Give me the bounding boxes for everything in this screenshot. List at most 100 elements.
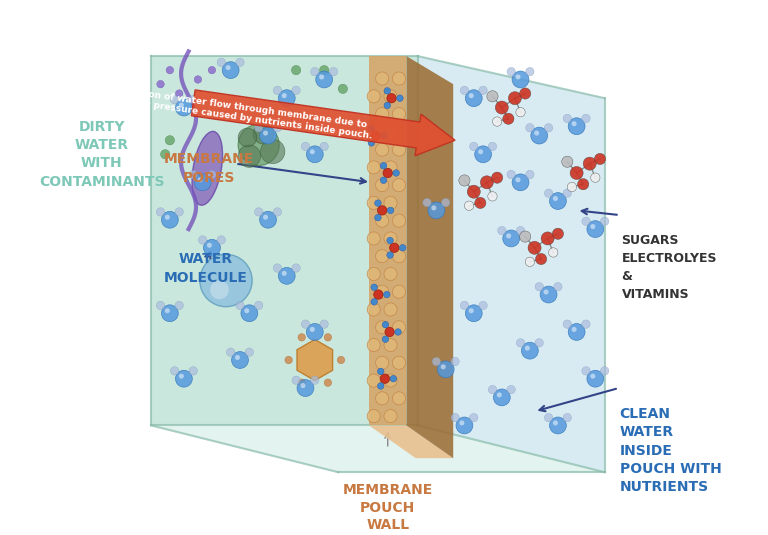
Circle shape [227,348,235,356]
Circle shape [601,366,609,375]
Circle shape [525,257,535,266]
Circle shape [507,67,515,76]
Circle shape [545,189,553,197]
Circle shape [179,103,184,108]
Circle shape [578,179,589,190]
Circle shape [371,299,377,305]
Circle shape [301,320,310,328]
Circle shape [550,417,566,434]
Circle shape [571,121,577,126]
Circle shape [563,320,571,328]
Circle shape [383,169,392,178]
Circle shape [375,215,381,221]
Circle shape [384,90,397,103]
Circle shape [387,252,393,258]
Circle shape [319,65,329,75]
Circle shape [198,236,207,244]
Circle shape [226,65,230,70]
Text: MEMBRANE
PORES: MEMBRANE PORES [164,152,253,185]
Circle shape [553,196,558,201]
Circle shape [384,102,391,109]
Circle shape [475,197,486,209]
Circle shape [390,376,396,382]
Circle shape [515,177,521,182]
Circle shape [232,351,248,369]
Circle shape [570,166,583,180]
Circle shape [525,346,530,350]
Circle shape [320,142,329,151]
Circle shape [541,232,554,245]
Circle shape [298,379,306,386]
Circle shape [217,58,226,66]
Circle shape [189,96,197,104]
Circle shape [380,374,389,384]
Circle shape [210,280,229,299]
Circle shape [568,324,585,340]
Circle shape [263,131,268,135]
Circle shape [442,198,450,207]
Circle shape [535,339,544,347]
Circle shape [376,250,389,263]
Circle shape [376,143,389,156]
Circle shape [273,264,282,272]
Circle shape [432,357,441,366]
Circle shape [306,324,323,340]
Polygon shape [418,56,604,472]
Circle shape [254,301,263,310]
Text: DIRTY
WATER
WITH
CONTAMINANTS: DIRTY WATER WITH CONTAMINANTS [39,120,164,189]
Circle shape [175,90,183,97]
Circle shape [165,308,170,314]
Circle shape [525,170,534,179]
Circle shape [377,206,387,215]
Circle shape [319,74,324,80]
Circle shape [521,342,538,359]
Text: SUGARS
ELECTROLYES
&
VITAMINS: SUGARS ELECTROLYES & VITAMINS [621,234,717,301]
Circle shape [300,383,306,388]
Circle shape [278,268,295,284]
Circle shape [367,196,380,210]
Circle shape [338,84,348,94]
Circle shape [581,320,590,328]
Circle shape [278,90,295,106]
Circle shape [459,421,465,425]
Circle shape [367,268,380,280]
Circle shape [437,361,454,378]
Circle shape [384,125,397,139]
Circle shape [260,127,276,144]
Circle shape [581,114,590,123]
Circle shape [367,410,380,423]
Circle shape [292,86,300,95]
Circle shape [392,179,406,192]
Circle shape [512,174,529,191]
Circle shape [488,192,497,201]
Circle shape [376,356,389,369]
Circle shape [170,96,179,104]
Circle shape [207,170,216,179]
FancyArrow shape [191,90,455,156]
Circle shape [292,264,300,272]
Circle shape [238,128,257,147]
Circle shape [367,232,380,245]
Circle shape [157,208,165,216]
Circle shape [460,301,468,310]
Circle shape [392,250,406,263]
Circle shape [389,243,399,253]
Circle shape [367,339,380,351]
Circle shape [468,308,474,314]
Circle shape [516,108,525,117]
Circle shape [587,370,604,387]
Circle shape [324,334,332,341]
Polygon shape [369,425,453,458]
Circle shape [157,301,165,310]
Circle shape [310,149,315,154]
Circle shape [465,305,482,322]
Circle shape [377,383,384,389]
Circle shape [285,356,293,364]
Polygon shape [151,425,604,472]
Circle shape [503,230,520,247]
Circle shape [475,146,492,163]
Circle shape [563,114,571,123]
Circle shape [545,414,553,422]
Circle shape [392,320,406,334]
Circle shape [368,125,375,132]
